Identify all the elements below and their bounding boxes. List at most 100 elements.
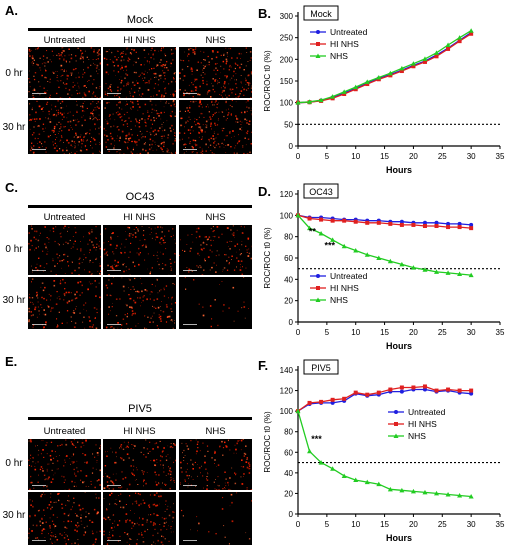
y-axis-label: ROC/ROC t0 (%) — [263, 227, 272, 289]
data-point — [446, 46, 451, 51]
column-label-nhs: NHS — [205, 426, 226, 437]
x-tick-label: 15 — [380, 328, 389, 337]
y-tick-label: 200 — [280, 55, 294, 64]
legend-marker — [315, 53, 321, 58]
data-point — [353, 390, 358, 395]
chart-piv5: 0 5 10 15 20 25 30 35 0 20 40 60 80 100 120 140 Hours ROC… — [263, 359, 505, 543]
data-point — [434, 220, 439, 225]
x-tick-label: 30 — [467, 152, 476, 161]
x-tick-label: 30 — [467, 520, 476, 529]
data-point — [457, 388, 462, 393]
scale-bar — [32, 485, 46, 486]
column-label-untreated: Untreated — [43, 426, 86, 437]
y-tick-label: 140 — [280, 366, 294, 375]
scale-bar — [107, 485, 121, 486]
chart-title-box — [303, 359, 339, 375]
chart-title: PIV5 — [311, 363, 331, 373]
panel-letter-f: F. — [258, 358, 269, 373]
data-point — [399, 385, 404, 390]
series-line — [297, 410, 472, 498]
y-tick-label: 120 — [280, 190, 294, 199]
column-label-untreated: Untreated — [43, 35, 86, 46]
y-tick-label: 0 — [289, 142, 294, 151]
data-point — [387, 486, 393, 492]
series-line — [297, 30, 472, 104]
data-point — [319, 217, 324, 222]
x-tick-label: 20 — [409, 520, 418, 529]
data-point — [446, 221, 451, 226]
data-point — [387, 258, 393, 264]
data-point — [445, 270, 451, 275]
legend-label: HI NHS — [330, 283, 359, 293]
legend-label: Untreated — [330, 271, 368, 281]
micrograph — [28, 277, 101, 329]
data-point — [387, 70, 393, 76]
data-point — [411, 385, 416, 390]
data-point — [307, 216, 312, 221]
x-tick-label: 20 — [409, 152, 418, 161]
series-line — [297, 214, 472, 276]
data-point — [434, 50, 440, 55]
data-point — [376, 255, 382, 260]
data-point — [399, 69, 404, 74]
data-point — [330, 218, 335, 223]
data-point — [434, 224, 439, 228]
data-point — [330, 397, 335, 402]
scale-bar — [32, 93, 46, 94]
legend-label: NHS — [408, 431, 426, 441]
scale-bar — [183, 270, 197, 271]
data-point — [341, 243, 347, 249]
data-point — [411, 64, 416, 69]
section-divider — [28, 417, 252, 420]
micrograph — [103, 47, 176, 98]
scale-bar — [183, 93, 197, 94]
column-label-nhs: NHS — [205, 35, 226, 46]
data-point — [399, 219, 404, 224]
scale-bar — [183, 324, 197, 325]
data-point — [353, 248, 359, 253]
series-line — [297, 33, 472, 104]
section-title-piv5: PIV5 — [128, 403, 152, 415]
section-divider — [28, 28, 252, 31]
panel-letter-c: C. — [5, 180, 18, 195]
data-point — [446, 225, 451, 230]
data-point — [365, 392, 370, 397]
data-point — [399, 389, 404, 394]
legend-marker — [316, 30, 320, 34]
legend-marker — [394, 422, 398, 426]
data-point — [353, 219, 358, 224]
row-label-0hr: 0 hr — [5, 244, 23, 255]
micrograph — [103, 439, 176, 490]
column-label-untreated: Untreated — [43, 212, 86, 223]
micrograph — [103, 100, 176, 154]
data-point — [457, 271, 463, 276]
data-point — [307, 400, 312, 405]
chart-mock: 0 5 10 15 20 25 30 35 0 50 100 150 200 250 300 Hours ROC… — [263, 5, 505, 175]
significance-label: *** — [311, 434, 322, 444]
data-point — [318, 460, 324, 465]
legend-marker — [316, 274, 320, 278]
x-tick-label: 0 — [296, 152, 301, 161]
data-point — [434, 269, 440, 274]
x-tick-label: 10 — [351, 152, 360, 161]
micrograph — [179, 439, 252, 490]
y-axis-label: ROC/ROC t0 (%) — [263, 50, 272, 112]
data-point — [457, 39, 462, 44]
panel-letter-d: D. — [258, 184, 271, 199]
y-tick-label: 20 — [284, 489, 293, 498]
data-point — [376, 75, 382, 80]
y-tick-label: 0 — [289, 318, 294, 327]
data-point — [364, 479, 370, 485]
data-point — [342, 218, 347, 223]
significance-label: ** — [309, 227, 317, 237]
legend-label: HI NHS — [330, 39, 359, 49]
data-point — [319, 399, 324, 404]
legend-label: NHS — [330, 295, 348, 305]
data-point — [457, 225, 462, 230]
legend-marker — [394, 410, 398, 414]
scale-bar — [107, 149, 121, 150]
x-tick-label: 35 — [496, 328, 505, 337]
scale-bar — [32, 324, 46, 325]
data-point — [307, 99, 313, 104]
micrograph — [179, 492, 252, 545]
